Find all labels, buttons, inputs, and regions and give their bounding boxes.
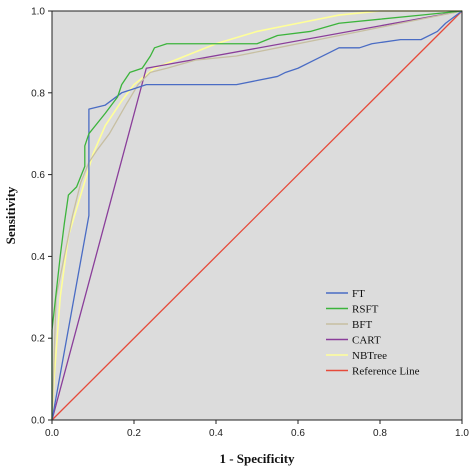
legend-item-label: RSFT: [352, 304, 379, 316]
x-tick-label: 1.0: [455, 428, 469, 439]
x-tick-label: 0.2: [127, 428, 141, 439]
x-tick-label: 0.8: [373, 428, 387, 439]
legend-item-label: BFT: [352, 319, 372, 331]
y-tick-label: 1.0: [31, 7, 45, 18]
legend-item-label: Reference Line: [352, 366, 420, 378]
plot-frame: [51, 10, 463, 421]
y-tick-label: 0.2: [31, 334, 45, 345]
y-tick-label: 0.0: [31, 416, 45, 427]
legend-item-label: CART: [352, 335, 381, 347]
y-axis-title: Sensitivity: [3, 186, 18, 244]
series-line-nbtree: [51, 10, 462, 421]
series-line-rsft: [51, 10, 463, 420]
legend: FT RSFT BFT CART NBTree Reference Line: [326, 288, 420, 378]
x-axis-title: 1 - Specificity: [219, 451, 295, 466]
x-tick-label: 0.4: [209, 428, 223, 439]
x-tick-label: 0.0: [45, 428, 59, 439]
series-line-ft: [51, 10, 463, 421]
series-line-bft: [51, 10, 463, 421]
series-line-cart: [51, 10, 463, 421]
y-tick-label: 0.8: [31, 88, 45, 99]
x-tick-label: 0.6: [291, 428, 305, 439]
legend-item-label: FT: [352, 288, 365, 300]
series-layer: [51, 10, 463, 421]
axes-layer: 0.0 0.2 0.4 0.6 0.8 1.0 0.0 0.2 0.4 0.6 0.8 1.0: [31, 7, 469, 440]
y-tick-label: 0.4: [31, 252, 45, 263]
legend-item-label: NBTree: [352, 350, 387, 362]
y-tick-label: 0.6: [31, 170, 45, 181]
series-line-reference-line: [51, 10, 463, 421]
